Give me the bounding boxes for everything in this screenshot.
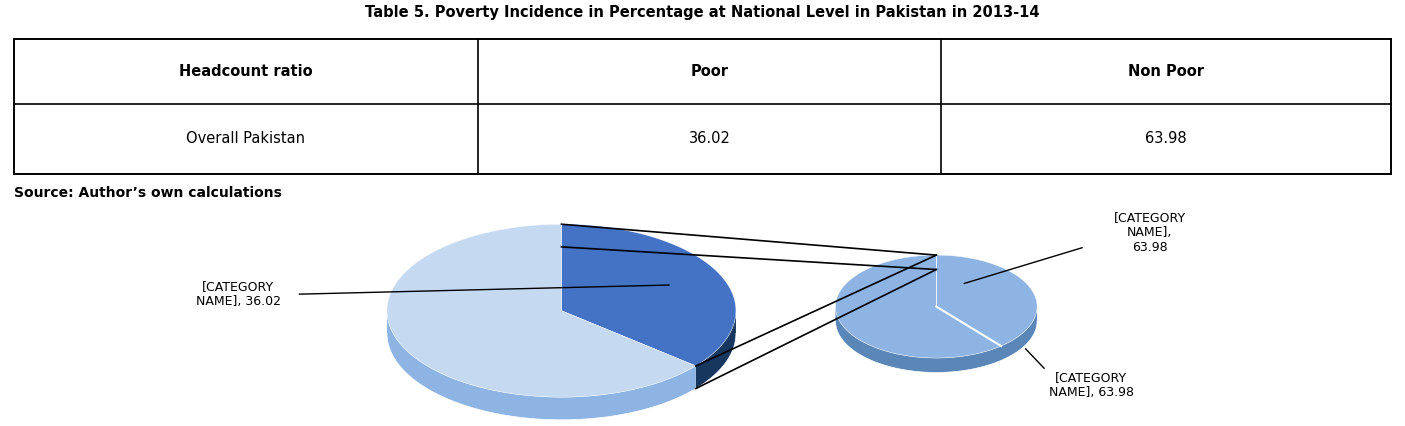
Text: [CATEGORY
NAME], 36.02: [CATEGORY NAME], 36.02 bbox=[195, 280, 281, 308]
Text: Headcount ratio: Headcount ratio bbox=[178, 64, 313, 79]
Text: Table 5. Poverty Incidence in Percentage at National Level in Pakistan in 2013-1: Table 5. Poverty Incidence in Percentage… bbox=[365, 6, 1040, 20]
Text: Source: Author’s own calculations: Source: Author’s own calculations bbox=[14, 186, 282, 200]
Text: Poor: Poor bbox=[690, 64, 729, 79]
Bar bbox=[14, 39, 1391, 173]
Polygon shape bbox=[836, 308, 1037, 372]
Text: Overall Pakistan: Overall Pakistan bbox=[187, 131, 305, 146]
Polygon shape bbox=[695, 311, 736, 389]
Polygon shape bbox=[836, 255, 1037, 358]
Text: 63.98: 63.98 bbox=[1145, 131, 1187, 146]
Polygon shape bbox=[562, 224, 736, 366]
Text: [CATEGORY
NAME], 63.98: [CATEGORY NAME], 63.98 bbox=[1050, 371, 1134, 399]
Text: [CATEGORY
NAME],
63.98: [CATEGORY NAME], 63.98 bbox=[1114, 211, 1186, 254]
Text: 36.02: 36.02 bbox=[688, 131, 731, 146]
Polygon shape bbox=[386, 312, 695, 420]
Polygon shape bbox=[386, 224, 695, 397]
Text: Non Poor: Non Poor bbox=[1128, 64, 1204, 79]
